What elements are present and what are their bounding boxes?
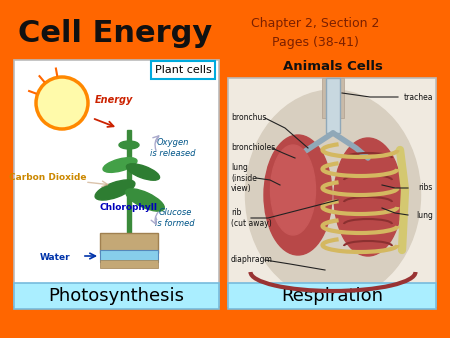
Text: Plant cells: Plant cells [155,65,212,75]
FancyBboxPatch shape [100,250,158,262]
Text: Cell Energy: Cell Energy [18,19,212,48]
FancyBboxPatch shape [100,260,158,268]
Polygon shape [127,130,131,235]
Ellipse shape [126,164,160,180]
FancyBboxPatch shape [14,60,219,305]
Ellipse shape [334,138,402,256]
Text: Animals Cells: Animals Cells [283,59,383,72]
Text: Chlorophyll: Chlorophyll [100,202,158,212]
Ellipse shape [126,189,164,211]
Ellipse shape [103,158,137,172]
Circle shape [36,77,88,129]
Text: Water: Water [40,254,70,263]
FancyBboxPatch shape [14,283,219,309]
Text: Carbon Dioxide: Carbon Dioxide [9,173,87,183]
Ellipse shape [246,90,420,300]
Text: Respiration: Respiration [281,287,383,305]
Text: Glucose
is formed: Glucose is formed [155,208,195,228]
Text: diaphragm: diaphragm [231,256,273,265]
Ellipse shape [119,141,139,149]
Text: rib
(cut away): rib (cut away) [231,208,272,228]
Text: Photosynthesis: Photosynthesis [48,287,184,305]
Text: Oxygen
is released: Oxygen is released [150,138,196,158]
Text: Chapter 2, Section 2
Pages (38-41): Chapter 2, Section 2 Pages (38-41) [251,17,379,49]
FancyBboxPatch shape [228,78,436,306]
Ellipse shape [95,180,135,200]
Text: bronchus: bronchus [231,114,266,122]
Text: trachea: trachea [404,93,433,101]
FancyBboxPatch shape [326,78,340,133]
Text: lung
(inside
view): lung (inside view) [231,163,257,193]
FancyBboxPatch shape [322,78,344,118]
Ellipse shape [270,145,315,235]
FancyBboxPatch shape [100,233,158,253]
Text: bronchioles: bronchioles [231,144,275,152]
FancyBboxPatch shape [151,61,215,79]
Ellipse shape [264,135,332,255]
Text: ribs: ribs [418,184,433,193]
Text: lung: lung [416,211,433,219]
FancyBboxPatch shape [228,283,436,309]
Text: Energy: Energy [95,95,133,105]
